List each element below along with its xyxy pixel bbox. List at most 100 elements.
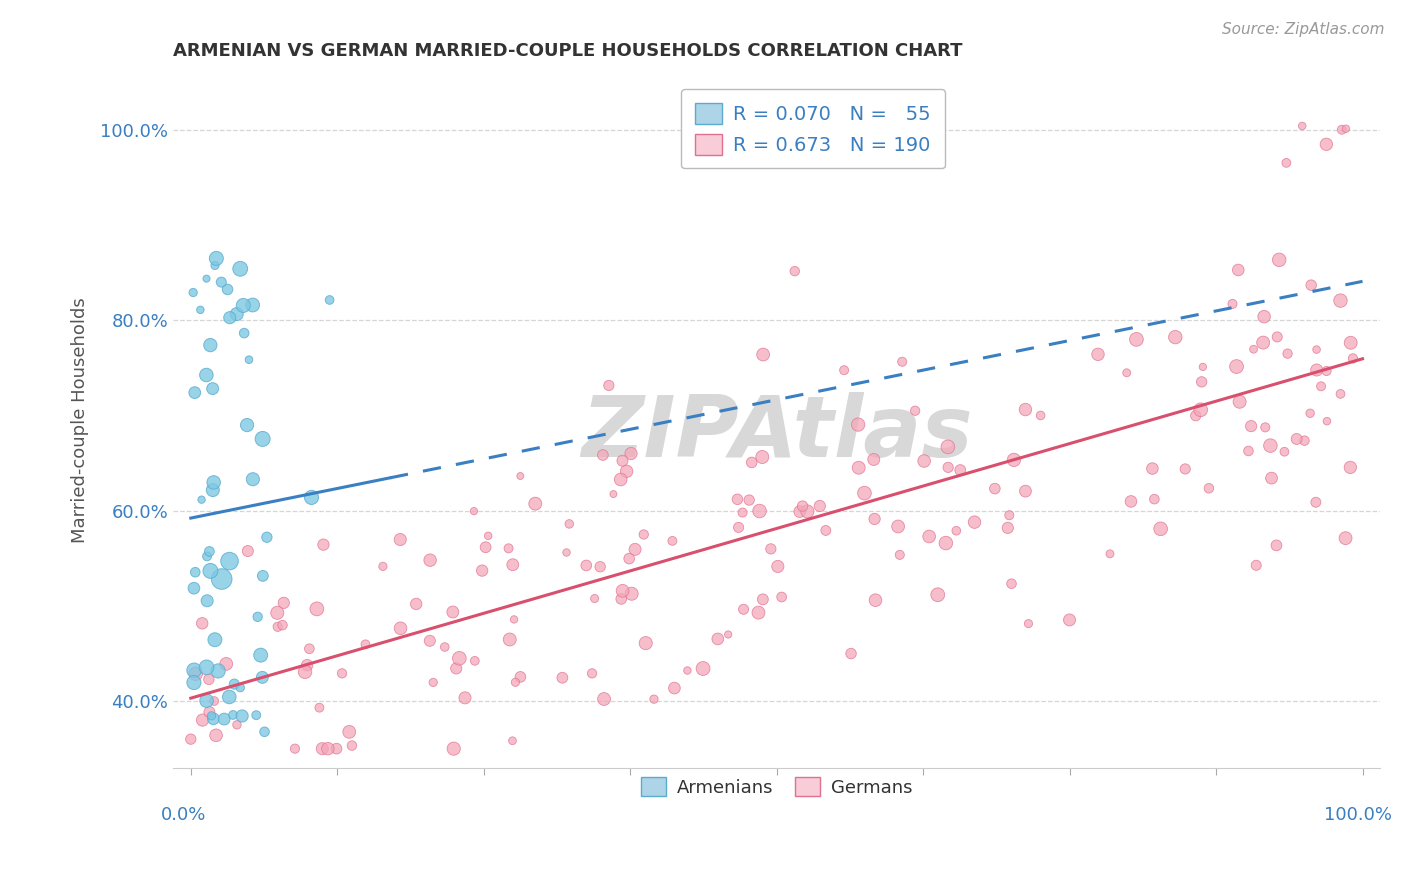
Point [218,690,240,704]
Point [664,681,686,695]
Point [217,282,239,296]
Point [998,508,1021,523]
Point [610,591,633,606]
Point [242,472,264,486]
Point [741,455,763,469]
Point [229,261,252,276]
Point [1229,394,1251,409]
Point [1119,494,1142,508]
Point [209,275,232,289]
Point [191,616,214,631]
Point [1087,347,1109,361]
Point [502,558,524,572]
Point [249,648,271,662]
Point [558,516,581,531]
Point [1340,335,1362,350]
Point [1253,310,1275,324]
Point [589,559,612,574]
Point [318,293,340,307]
Point [498,541,520,556]
Point [1315,137,1337,152]
Text: ARMENIAN VS GERMAN MARRIED-COUPLE HOUSEHOLDS CORRELATION CHART: ARMENIAN VS GERMAN MARRIED-COUPLE HOUSEH… [173,42,963,60]
Point [405,597,427,611]
Point [204,259,226,273]
Point [184,666,207,681]
Point [524,497,547,511]
Point [1334,531,1357,545]
Point [198,544,221,558]
Point [620,446,643,460]
Point [661,533,683,548]
Point [298,641,321,656]
Point [311,741,333,756]
Point [1315,364,1337,378]
Point [602,487,624,501]
Point [997,521,1019,535]
Point [1059,613,1081,627]
Point [200,708,222,723]
Point [215,657,238,671]
Point [984,482,1007,496]
Point [1142,461,1164,475]
Point [1305,343,1327,357]
Point [832,363,855,377]
Point [1243,343,1265,357]
Point [284,741,307,756]
Point [229,681,252,695]
Y-axis label: Married-couple Households: Married-couple Households [72,297,89,543]
Point [759,541,782,556]
Point [612,454,634,468]
Point [266,606,288,620]
Point [731,506,754,520]
Point [1000,576,1022,591]
Point [783,264,806,278]
Point [267,620,290,634]
Point [245,708,267,723]
Point [1339,460,1361,475]
Point [443,741,465,756]
Point [273,596,295,610]
Point [1098,547,1121,561]
Point [246,609,269,624]
Point [236,544,259,558]
Point [330,666,353,681]
Point [183,663,205,677]
Text: Source: ZipAtlas.com: Source: ZipAtlas.com [1222,22,1385,37]
Point [499,632,522,647]
Point [1277,346,1299,360]
Point [747,606,769,620]
Point [509,670,531,684]
Point [316,741,339,756]
Point [770,590,793,604]
Point [1227,263,1250,277]
Point [195,594,218,608]
Point [1240,419,1263,434]
Point [242,298,264,312]
Point [1189,402,1212,417]
Point [501,733,523,747]
Point [1260,471,1282,485]
Point [620,587,643,601]
Point [207,664,229,678]
Point [454,690,477,705]
Point [471,564,494,578]
Point [253,724,276,739]
Point [676,664,699,678]
Point [1316,414,1339,428]
Point [202,694,225,708]
Point [252,569,274,583]
Legend: Armenians, Germans: Armenians, Germans [630,766,924,807]
Point [846,417,869,432]
Point [1251,335,1274,350]
Point [184,385,207,400]
Point [1164,330,1187,344]
Point [692,661,714,675]
Point [1014,484,1036,499]
Point [422,675,444,690]
Point [204,632,226,647]
Point [433,640,456,654]
Point [1143,492,1166,507]
Point [1014,402,1036,417]
Point [918,529,941,543]
Point [766,559,789,574]
